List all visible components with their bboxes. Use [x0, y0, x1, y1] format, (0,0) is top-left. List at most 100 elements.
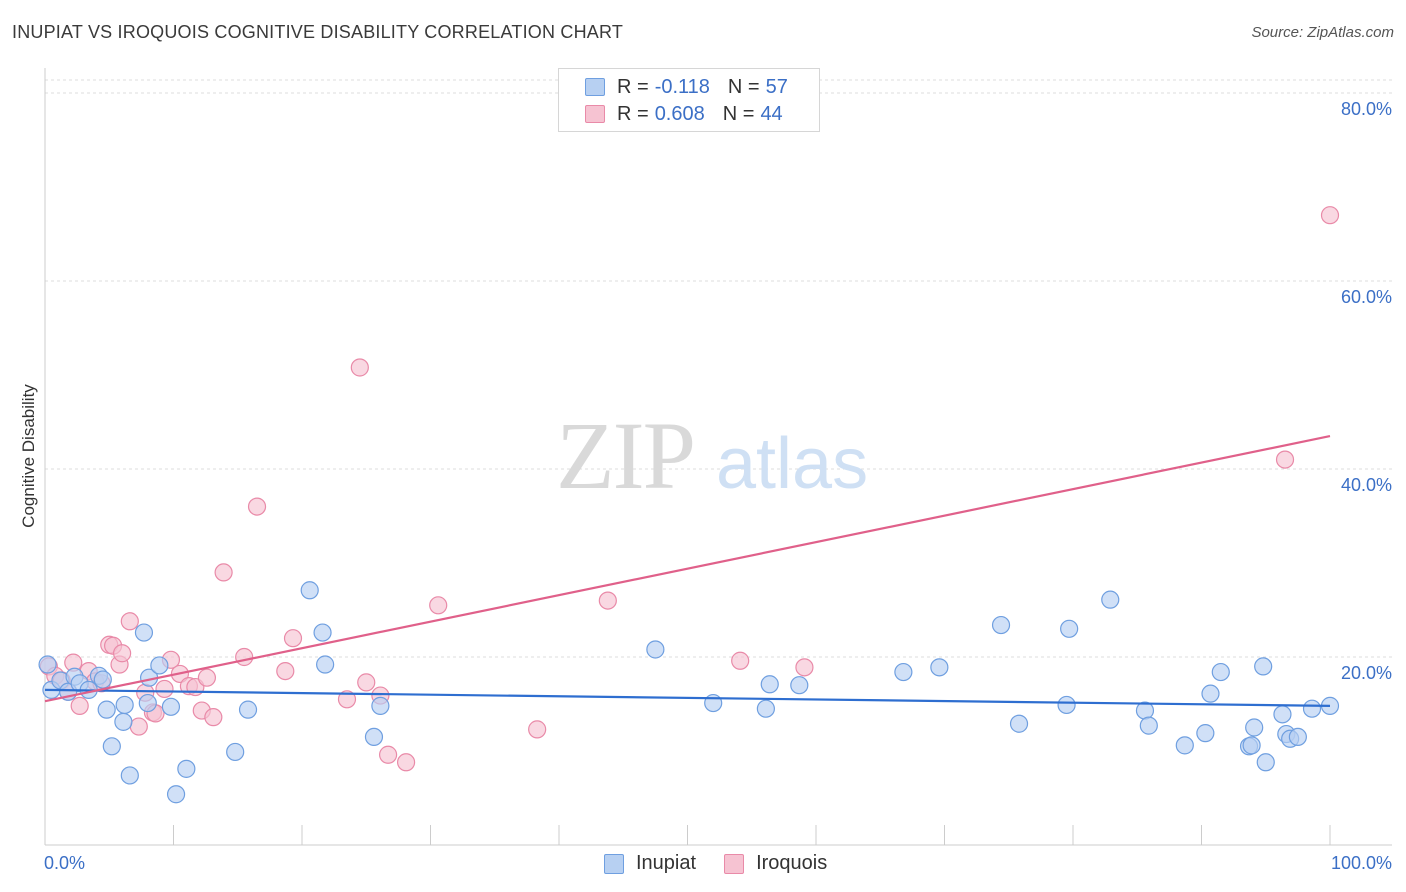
iroquois-point	[112, 644, 132, 663]
inupiat-point	[1273, 705, 1292, 724]
inupiat-point	[316, 655, 335, 674]
iroquois-n-value: 44	[760, 102, 783, 125]
iroquois-point	[378, 745, 398, 764]
y-tick-label: 60.0%	[1341, 287, 1392, 307]
legend-row-inupiat: R = -0.118 N = 57	[585, 75, 788, 99]
inupiat-point	[1175, 736, 1194, 755]
inupiat-point	[226, 742, 245, 762]
iroquois-point	[337, 690, 357, 709]
trend-layer	[44, 435, 1331, 707]
inupiat-point	[991, 615, 1011, 635]
legend-item-iroquois[interactable]: Iroquois	[724, 852, 827, 875]
stats-legend: R = -0.118 N = 57 R = 0.608 N = 44	[558, 68, 820, 132]
inupiat-point	[1139, 716, 1158, 735]
iroquois-point	[1275, 450, 1295, 469]
n-label: N =	[727, 75, 760, 98]
inupiat-point	[177, 759, 196, 778]
inupiat-trend-line	[44, 688, 1331, 707]
legend-label-iroquois: Iroquois	[756, 852, 828, 874]
watermark-zip: ZIP	[556, 402, 694, 509]
iroquois-point	[598, 591, 617, 610]
inupiat-point	[300, 581, 319, 600]
inupiat-points	[38, 581, 1340, 804]
iroquois-swatch	[585, 105, 605, 123]
inupiat-point	[93, 670, 112, 689]
inupiat-point	[1101, 590, 1120, 609]
iroquois-point	[155, 679, 174, 699]
iroquois-point	[350, 358, 369, 377]
inupiat-point	[930, 658, 949, 677]
inupiat-point	[646, 640, 665, 659]
inupiat-point	[115, 695, 134, 715]
iroquois-point	[120, 612, 139, 631]
watermark: ZIP atlas	[556, 402, 868, 509]
inupiat-n-value: 57	[765, 75, 788, 98]
iroquois-point	[357, 673, 376, 692]
iroquois-trend-line	[44, 435, 1331, 703]
n-label: N =	[722, 102, 755, 125]
y-tick-label: 20.0%	[1341, 663, 1392, 683]
inupiat-point	[120, 766, 139, 785]
inupiat-point	[1060, 619, 1079, 638]
iroquois-point	[283, 629, 303, 648]
inupiat-point	[38, 655, 57, 674]
iroquois-point	[731, 651, 750, 670]
inupiat-swatch	[585, 78, 605, 96]
inupiat-point	[760, 675, 779, 694]
r-label: R =	[617, 102, 649, 125]
series-legend: Inupiat Iroquois	[604, 852, 855, 875]
legend-row-iroquois: R = 0.608 N = 44	[585, 102, 783, 126]
iroquois-point	[396, 753, 416, 772]
inupiat-point	[238, 700, 258, 719]
inupiat-point	[1302, 699, 1322, 718]
inupiat-point	[371, 696, 390, 715]
legend-label-inupiat: Inupiat	[636, 852, 697, 874]
inupiat-point	[894, 662, 913, 682]
inupiat-point	[114, 712, 133, 731]
r-label: R =	[617, 75, 649, 98]
y-tick-label: 40.0%	[1341, 475, 1392, 495]
iroquois-point	[276, 661, 295, 681]
iroquois-r-value: 0.608	[654, 102, 705, 125]
watermark-atlas: atlas	[716, 424, 868, 504]
grid-layer	[45, 79, 1392, 658]
inupiat-point	[138, 693, 157, 713]
iroquois-point	[197, 668, 217, 687]
x-tick-label: 0.0%	[44, 853, 85, 873]
inupiat-point	[161, 697, 181, 716]
inupiat-point	[1288, 727, 1307, 747]
y-axis-label: Cognitive Disability	[19, 384, 38, 528]
iroquois-point	[235, 647, 254, 667]
inupiat-point	[790, 676, 809, 695]
inupiat-r-value: -0.118	[654, 75, 710, 98]
iroquois-swatch	[724, 853, 745, 874]
inupiat-point	[1254, 657, 1273, 676]
y-tick-label: 80.0%	[1341, 99, 1392, 119]
inupiat-point	[1057, 695, 1076, 715]
chart-title: INUPIAT VS IROQUOIS COGNITIVE DISABILITY…	[12, 22, 624, 42]
inupiat-point	[756, 699, 775, 718]
inupiat-point	[313, 623, 332, 642]
inupiat-point	[1201, 684, 1220, 703]
inupiat-point	[134, 623, 154, 642]
inupiat-point	[150, 656, 169, 675]
inupiat-point	[364, 727, 384, 747]
iroquois-point	[429, 596, 448, 615]
source-credit: Source: ZipAtlas.com	[1251, 24, 1394, 41]
inupiat-point	[1256, 753, 1275, 772]
inupiat-swatch	[604, 853, 624, 874]
legend-item-inupiat[interactable]: Inupiat	[604, 852, 696, 875]
inupiat-point	[102, 737, 121, 756]
tick-labels: 20.0% 40.0% 60.0% 80.0% 0.0% 100.0%	[44, 99, 1392, 873]
iroquois-point	[247, 497, 267, 516]
inupiat-point	[1242, 736, 1261, 755]
iroquois-point	[129, 717, 148, 736]
iroquois-point	[204, 708, 223, 727]
inupiat-point	[97, 700, 116, 719]
iroquois-point	[795, 658, 814, 677]
inupiat-point	[1211, 662, 1230, 682]
inupiat-point	[1009, 714, 1029, 733]
inupiat-point	[166, 785, 186, 804]
iroquois-point	[1320, 206, 1340, 225]
